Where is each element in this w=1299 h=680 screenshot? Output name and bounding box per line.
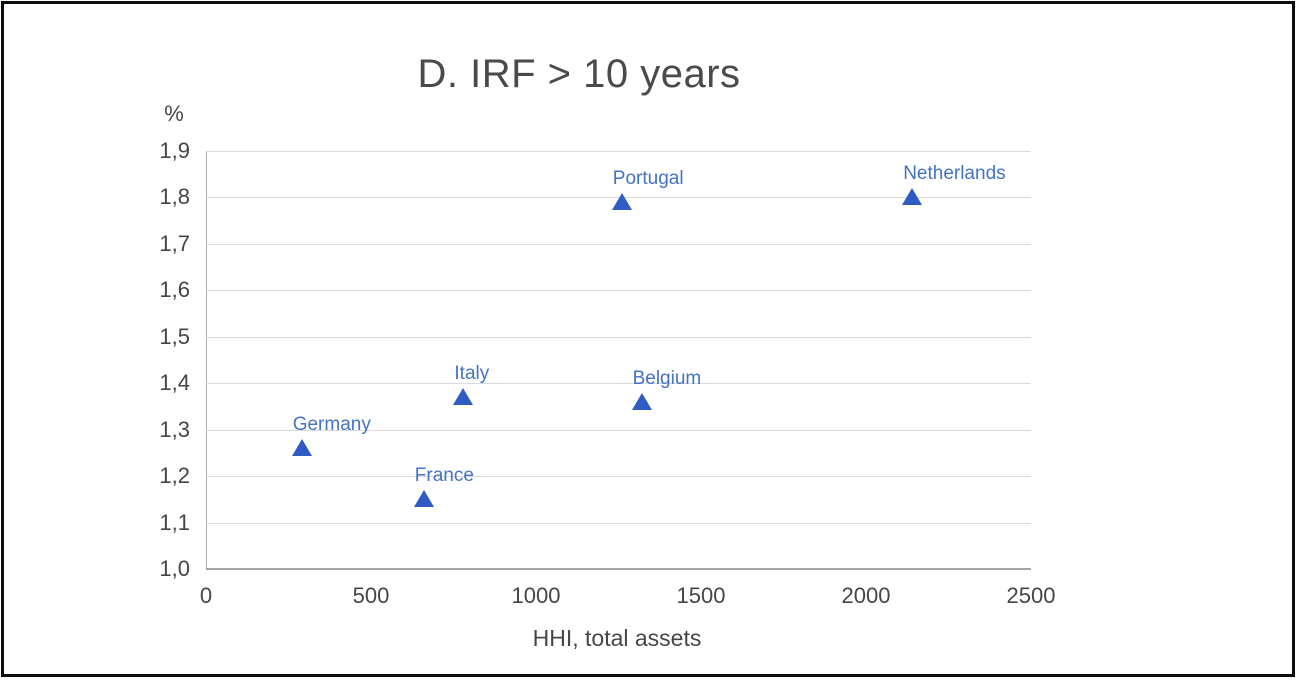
gridline: [206, 151, 1031, 152]
x-tick-label: 500: [352, 583, 390, 608]
data-point-triangle: [413, 490, 434, 508]
x-tick-label: 2500: [1006, 583, 1056, 608]
gridline: [206, 290, 1031, 292]
y-tick-label: 1,8: [159, 184, 190, 210]
data-point-triangle: [631, 392, 652, 410]
y-tick-label: 1,1: [159, 509, 190, 535]
y-tick-label: 1,0: [159, 556, 190, 581]
chart-title: D. IRF > 10 years: [417, 52, 741, 96]
y-tick-label: 1,6: [159, 277, 190, 303]
data-point-triangle: [902, 188, 923, 206]
gridline: [206, 336, 1031, 338]
plot-area: Germany France Italy Belgium Portugal Netherl…: [206, 151, 1031, 570]
y-tick-label: 1,4: [159, 370, 190, 396]
gridline: [206, 429, 1031, 431]
y-tick-label: 1,5: [159, 323, 190, 349]
data-point-triangle: [453, 388, 474, 406]
y-axis-unit-label: %: [164, 101, 184, 126]
x-tick-label: 1500: [676, 583, 726, 608]
x-axis-title: HHI, total assets: [532, 625, 702, 651]
x-axis-line: [206, 568, 1031, 570]
x-tick-label: 2000: [841, 583, 891, 608]
x-tick-label: 0: [199, 583, 213, 608]
x-tick-label: 1000: [511, 583, 561, 608]
data-point-label: Germany: [292, 414, 371, 436]
data-point-triangle: [291, 439, 312, 457]
y-tick-label: 1,2: [159, 463, 190, 489]
gridline: [206, 243, 1031, 245]
gridline: [206, 476, 1031, 478]
data-point-label: Portugal: [612, 168, 684, 190]
y-axis-line: [206, 151, 207, 569]
data-point-label: Netherlands: [903, 163, 1006, 185]
data-point-label: France: [414, 465, 474, 487]
gridline: [206, 522, 1031, 524]
y-tick-label: 1,7: [159, 230, 190, 256]
y-tick-label: 1,3: [159, 416, 190, 442]
gridline: [206, 383, 1031, 385]
data-point-triangle: [611, 193, 632, 211]
data-point-label: Belgium: [632, 367, 702, 389]
data-point-label: Italy: [454, 363, 490, 385]
y-tick-label: 1,9: [159, 138, 190, 163]
